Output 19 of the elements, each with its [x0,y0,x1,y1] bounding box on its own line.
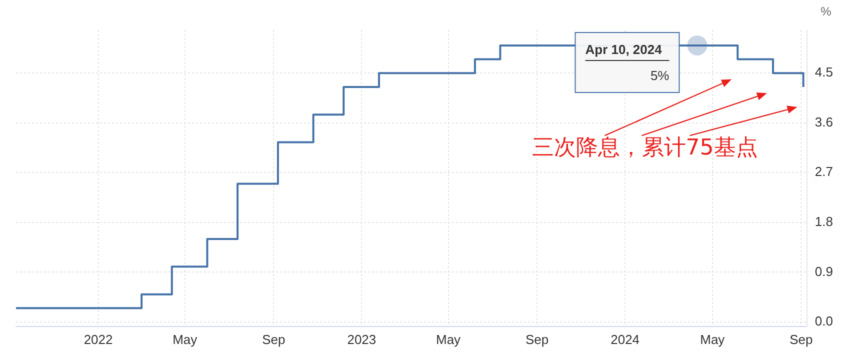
x-tick-label: Sep [790,332,813,347]
y-tick-label: 3.6 [814,114,834,130]
x-tick-label: Sep [262,332,286,347]
x-tick-label: 2022 [84,332,113,347]
y-tick-label: 1.8 [814,214,834,230]
x-tick-label: May [436,332,462,347]
y-tick-label: 0.0 [814,314,834,329]
annotation: 5% [650,68,670,84]
x-tick-label: 2024 [610,332,640,347]
annotation: 三次降息，累计75基点 [532,135,758,160]
x-tick-label: Sep [525,332,549,347]
y-tick-label: 0.9 [814,264,834,279]
y-tick-label: 2.7 [814,164,834,180]
y-tick-label: 4.5 [814,64,834,80]
x-tick-label: May [700,332,726,347]
y-axis-title: % [820,4,832,18]
annotation: Apr 10, 2024 [585,42,663,58]
x-tick-label: 2023 [347,332,376,347]
x-tick-label: May [172,332,198,347]
